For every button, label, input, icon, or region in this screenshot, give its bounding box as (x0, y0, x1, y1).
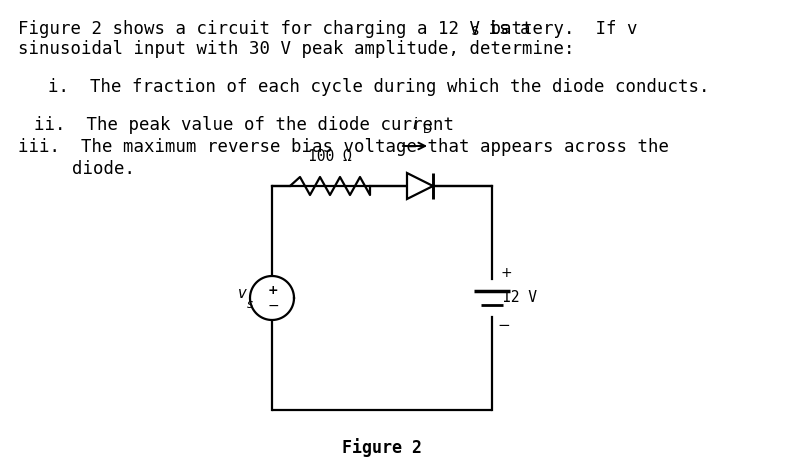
Text: Figure 2 shows a circuit for charging a 12 V battery.  If v: Figure 2 shows a circuit for charging a … (18, 20, 638, 38)
Text: −: − (267, 299, 279, 313)
Text: 12 V: 12 V (502, 291, 537, 306)
Polygon shape (407, 173, 433, 199)
Text: −: − (498, 317, 510, 332)
Text: D: D (422, 123, 431, 136)
Text: 100 Ω: 100 Ω (308, 149, 352, 164)
Text: i: i (413, 117, 417, 132)
Text: s: s (247, 299, 253, 312)
Text: v: v (238, 285, 247, 300)
Text: Figure 2: Figure 2 (342, 438, 422, 457)
Text: ii.  The peak value of the diode current: ii. The peak value of the diode current (34, 116, 454, 134)
Text: is a: is a (478, 20, 530, 38)
Text: i.  The fraction of each cycle during which the diode conducts.: i. The fraction of each cycle during whi… (48, 78, 710, 96)
Text: s: s (471, 23, 480, 38)
Text: sinusoidal input with 30 V peak amplitude, determine:: sinusoidal input with 30 V peak amplitud… (18, 40, 574, 58)
Text: +: + (500, 266, 512, 280)
Text: iii.  The maximum reverse bias voltage that appears across the: iii. The maximum reverse bias voltage th… (18, 138, 669, 156)
Text: +: + (268, 285, 278, 298)
Text: diode.: diode. (72, 160, 135, 178)
